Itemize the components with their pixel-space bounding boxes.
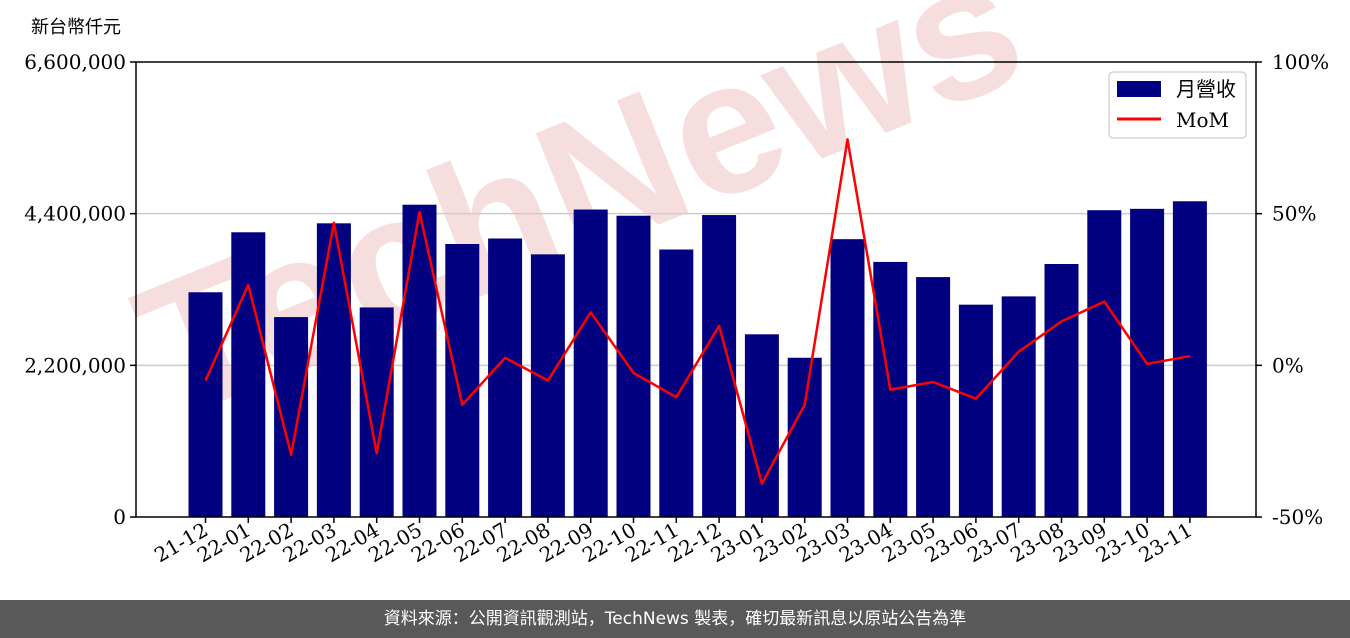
y-axis-unit-label: 新台幣仟元 (31, 17, 121, 38)
legend-label-revenue: 月營收 (1176, 77, 1236, 101)
bar-22-07 (488, 238, 523, 517)
bar-23-02 (787, 357, 822, 517)
bar-23-03 (830, 239, 865, 517)
bar-22-03 (316, 223, 351, 517)
bar-23-09 (1087, 210, 1122, 517)
bar-22-11 (659, 249, 694, 518)
bar-22-10 (616, 215, 651, 517)
mom-line-series (204, 138, 1191, 485)
plot-frame (135, 61, 1257, 518)
right-tick-label: -50% (1272, 505, 1323, 529)
bar-22-06 (445, 244, 480, 517)
x-axis: 21-1222-0122-0222-0322-0422-0522-0622-07… (150, 517, 1196, 567)
right-y-axis: -50% 0% 50% 100% (1256, 50, 1329, 529)
right-tick-label: 0% (1272, 353, 1304, 377)
bar-21-12 (188, 292, 223, 517)
bar-23-08 (1044, 263, 1079, 517)
bar-22-04 (359, 307, 394, 517)
left-tick-label: 0 (113, 505, 126, 529)
bar-22-08 (530, 254, 565, 517)
revenue-chart: TechNews 新台幣仟元 02,200,0004,400,0006,600,… (24, 0, 1329, 567)
legend: 月營收 MoM (1108, 71, 1247, 139)
bar-22-09 (573, 209, 608, 517)
legend-label-mom: MoM (1176, 108, 1229, 132)
bar-23-01 (744, 334, 779, 517)
right-tick-label: 50% (1272, 202, 1316, 226)
legend-swatch-bar (1117, 81, 1161, 97)
mom-line (204, 138, 1191, 485)
right-tick-label: 100% (1272, 50, 1329, 74)
bar-23-05 (916, 277, 951, 517)
bar-22-02 (274, 317, 309, 517)
source-footer: 資料來源：公開資訊觀測站，TechNews 製表，確切最新訊息以原站公告為準 (0, 600, 1350, 638)
bar-22-05 (402, 204, 437, 518)
bar-23-06 (958, 304, 993, 517)
left-tick-label: 2,200,000 (24, 353, 126, 377)
left-tick-label: 4,400,000 (24, 202, 126, 226)
bar-22-01 (231, 232, 266, 517)
bar-23-07 (1001, 296, 1036, 517)
left-tick-label: 6,600,000 (24, 50, 126, 74)
left-y-axis: 0 2,200,000 4,400,000 6,600,000 (24, 50, 136, 529)
